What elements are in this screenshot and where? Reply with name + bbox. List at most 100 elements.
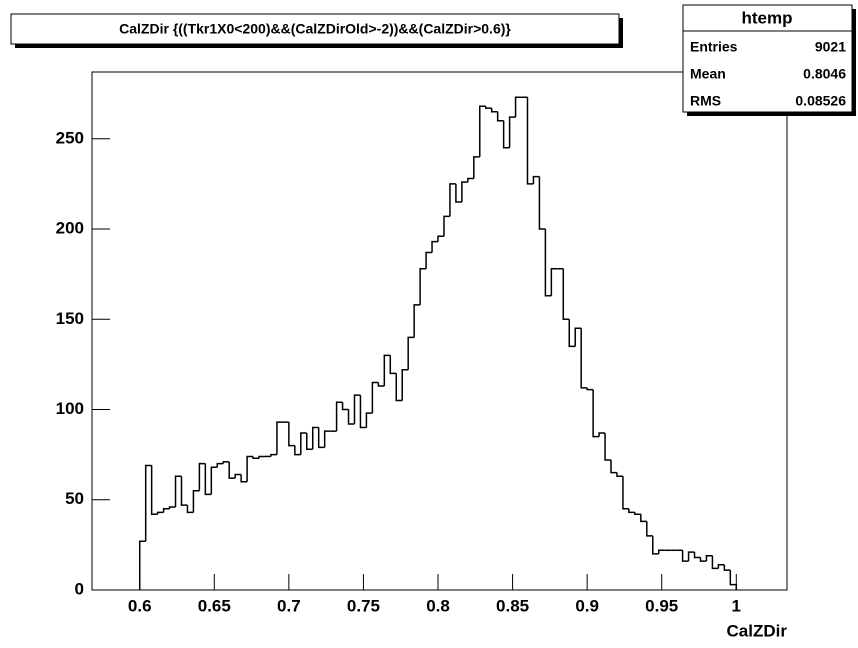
histogram-bin (210, 466, 218, 495)
histogram-bin (532, 175, 540, 184)
histogram-bin (359, 395, 367, 429)
x-tick-label: 0.65 (198, 596, 231, 615)
histogram-bin (592, 389, 600, 438)
histogram-bin (622, 476, 629, 510)
title-box (10, 13, 620, 45)
histogram-bin (138, 540, 146, 590)
histogram-bin (461, 181, 468, 202)
histogram-bin (568, 319, 576, 348)
stats-label: Mean (690, 66, 726, 82)
stats-title: htemp (742, 8, 793, 27)
histogram-bin (198, 462, 206, 491)
histogram-bin (234, 473, 242, 479)
histogram-bin (580, 328, 588, 389)
histogram-bin (723, 564, 731, 571)
histogram-bin (717, 563, 725, 569)
histogram-bin (288, 422, 295, 447)
histogram-bin (150, 465, 158, 515)
x-tick-label: 0.95 (645, 596, 678, 615)
histogram-bin (270, 453, 277, 457)
histogram-bin (300, 432, 307, 455)
histogram-bin (240, 474, 248, 483)
histogram-bin (473, 156, 480, 179)
stats-value: 0.8046 (803, 66, 846, 82)
histogram-bin (186, 505, 194, 514)
histogram-bin (657, 549, 665, 554)
histogram-bin (544, 229, 552, 297)
histogram-bin (681, 550, 689, 562)
histogram-bin (401, 369, 409, 401)
histogram-bin (419, 267, 427, 305)
histogram-bin (687, 551, 695, 562)
x-tick-label: 0.85 (496, 596, 529, 615)
histogram-bin (335, 401, 343, 432)
histogram-bin (455, 183, 462, 203)
histogram-bin (490, 108, 498, 113)
histogram-bin (252, 456, 260, 459)
histogram-bin (168, 506, 176, 509)
histogram-bin (640, 514, 647, 523)
histogram-bin (699, 557, 707, 562)
x-tick-label: 0.6 (128, 596, 152, 615)
histogram-bin (431, 240, 439, 253)
histogram-bin (562, 268, 570, 321)
histogram-bin (306, 432, 313, 450)
histogram-bin (604, 432, 612, 461)
y-tick-label: 100 (56, 399, 84, 418)
histogram-bin (383, 354, 391, 387)
histogram-bin (502, 120, 510, 149)
x-tick-label: 0.7 (277, 596, 301, 615)
histogram-bin (407, 336, 415, 370)
histogram-bin (425, 251, 433, 269)
histogram-bin (395, 373, 403, 402)
chart-title: CalZDir {((Tkr1X0<200)&&(CalZDirOld>-2))… (119, 21, 511, 37)
stats-value: 0.08526 (795, 93, 846, 109)
histogram-bin (156, 511, 164, 515)
x-axis-label: CalZDir (727, 621, 788, 640)
stats-value: 9021 (815, 39, 846, 55)
histogram-bin (294, 445, 301, 456)
histogram-bin (276, 421, 283, 455)
histogram-bin (341, 402, 349, 411)
histogram-bin (693, 552, 701, 559)
x-tick-label: 0.75 (347, 596, 380, 615)
histogram-bin (711, 555, 719, 570)
histogram-bin (311, 426, 319, 450)
histogram-bin (371, 381, 379, 414)
histogram-bin (228, 461, 236, 479)
histogram-bin (508, 116, 516, 148)
histogram-bin (610, 460, 617, 474)
histogram-bin (514, 96, 522, 118)
histogram-bin (144, 464, 152, 542)
plot-area: 0 50 100 150 200 250 0.6 0.65 0.7 0.75 0.8 0.85 0.9 0… (56, 96, 741, 615)
histogram-bin (216, 462, 224, 468)
histogram-bin (222, 461, 230, 464)
histogram-bin (574, 327, 582, 347)
plot-frame (91, 71, 788, 591)
x-tick-label: 0.9 (575, 596, 599, 615)
histogram-bin (413, 304, 421, 338)
histogram-bin (705, 554, 713, 562)
histogram-bin (162, 508, 170, 513)
histogram-bin (484, 106, 492, 109)
stats-rows: Entries 9021 Mean 0.8046 RMS 0.08526 (690, 39, 846, 109)
histogram-bin (586, 387, 594, 391)
histogram-bin (353, 394, 361, 424)
histogram-bin (192, 489, 200, 513)
histogram-bin (598, 432, 606, 437)
histogram-bin (180, 476, 188, 506)
histogram-bin (174, 475, 182, 507)
histogram-bin (616, 472, 623, 478)
histogram-bin (538, 176, 546, 230)
histogram-bin (628, 508, 635, 514)
y-tick-label: 200 (56, 219, 84, 238)
histogram-bin (347, 409, 355, 425)
histogram-bin (449, 183, 456, 217)
histogram-bin (443, 215, 450, 237)
histogram-bin (258, 455, 266, 459)
histogram-bin (389, 355, 397, 375)
histogram-bin (526, 97, 534, 185)
histogram-bin (646, 521, 653, 537)
stats-box (682, 4, 853, 113)
